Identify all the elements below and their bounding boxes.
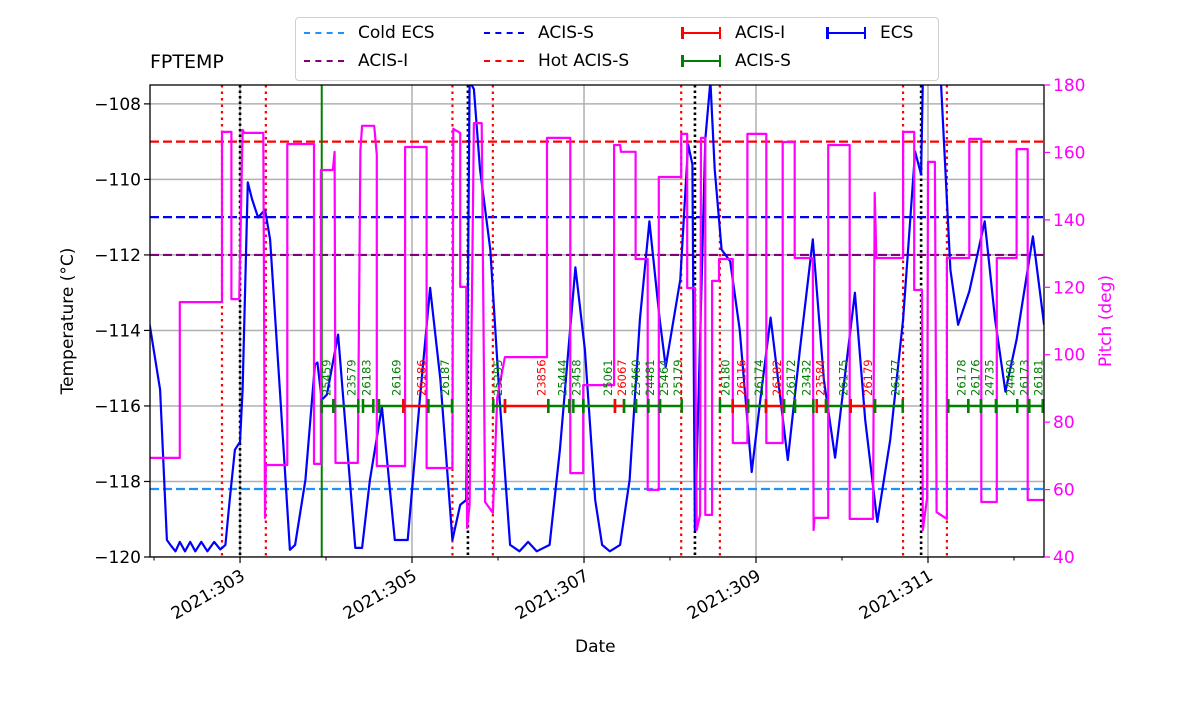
- x-tick-label: 2021:311: [856, 566, 937, 624]
- legend-label: ACIS-S: [538, 23, 594, 43]
- observation-label: 24480: [1003, 359, 1017, 396]
- y2-tick-label: 120: [1053, 278, 1085, 298]
- y-tick-label: −120: [94, 548, 141, 568]
- observation-label: 26182: [770, 359, 784, 396]
- legend: Cold ECS ACIS-I ACIS-S Hot ACIS-S ACIS-I…: [295, 17, 939, 81]
- observation-label: 26172: [784, 359, 798, 396]
- legend-marker: [484, 60, 524, 62]
- observation-label: 25464: [657, 359, 671, 396]
- legend-marker: [484, 32, 524, 34]
- legend-item-cold-ecs: Cold ECS: [304, 23, 435, 43]
- y2-tick-label: 180: [1053, 76, 1085, 96]
- legend-item-acis-s-obs: ACIS-S: [681, 51, 791, 71]
- observation-label: 23458: [569, 359, 583, 396]
- observation-label: 23584: [813, 359, 827, 396]
- legend-item-hot-acis-s: Hot ACIS-S: [484, 51, 629, 71]
- y2-tick-label: 140: [1053, 211, 1085, 231]
- x-tick-label: 2021:309: [684, 566, 765, 624]
- observation-label: 26067: [615, 359, 629, 396]
- plot-frame: [149, 84, 1045, 558]
- legend-label: ACIS-S: [735, 51, 791, 71]
- observation-label: 23856: [534, 359, 548, 396]
- y-tick-label: −110: [94, 170, 141, 190]
- x-tick-label: 2021:303: [168, 566, 249, 624]
- plot-area: [150, 85, 1044, 557]
- observation-label: 23579: [344, 359, 358, 396]
- temperature-line: [150, 85, 1044, 553]
- observation-label: 26180: [719, 359, 733, 396]
- y-tick-label: −114: [94, 321, 141, 341]
- observation-label: 26187: [438, 359, 452, 396]
- observation-label: 25459: [319, 359, 333, 396]
- y2-tick-label: 60: [1053, 481, 1075, 501]
- legend-item-acis-i-limit: ACIS-I: [304, 51, 408, 71]
- y-tick-label: −118: [94, 472, 141, 492]
- legend-item-acis-s-limit: ACIS-S: [484, 23, 594, 43]
- observation-label: 26178: [954, 359, 968, 396]
- x-axis-label: Date: [575, 637, 616, 657]
- observation-label: 25061: [601, 359, 615, 396]
- observation-label: 24481: [643, 359, 657, 396]
- y-tick-label: −112: [94, 246, 141, 266]
- y2-axis-label: Pitch (deg): [1096, 274, 1116, 368]
- x-tick-label: 2021:307: [512, 566, 593, 624]
- chart-title: FPTEMP: [150, 51, 224, 73]
- y2-tick-label: 80: [1053, 413, 1075, 433]
- legend-label: Hot ACIS-S: [538, 51, 630, 71]
- legend-item-acis-i-obs: ACIS-I: [681, 23, 785, 43]
- observation-label: 25295: [491, 359, 505, 396]
- legend-marker: [304, 32, 344, 34]
- observation-label: 26116: [734, 359, 748, 396]
- legend-marker: [681, 55, 721, 67]
- legend-marker: [681, 27, 721, 39]
- observation-label: 24735: [982, 359, 996, 396]
- observation-label: 26177: [889, 359, 903, 396]
- pitch-line: [150, 121, 1044, 532]
- observation-label: 26183: [359, 359, 373, 396]
- legend-label: ECS: [880, 23, 914, 43]
- legend-label: ACIS-I: [735, 23, 786, 43]
- observation-label: 26175: [837, 359, 851, 396]
- observation-label: 26179: [861, 359, 875, 396]
- legend-label: ACIS-I: [358, 51, 409, 71]
- observation-label: 26181: [1031, 359, 1045, 396]
- observation-label: 26173: [1017, 359, 1031, 396]
- observation-label: 23432: [799, 359, 813, 396]
- y-tick-label: −108: [94, 95, 141, 115]
- legend-marker: [826, 27, 866, 39]
- y-axis-label: Temperature (°C): [58, 247, 78, 395]
- legend-label: Cold ECS: [358, 23, 435, 43]
- y-tick-label: −116: [94, 397, 141, 417]
- observation-label: 26169: [389, 359, 403, 396]
- x-tick-label: 2021:305: [340, 566, 421, 624]
- y2-tick-label: 40: [1053, 548, 1075, 568]
- observation-label: 26176: [968, 359, 982, 396]
- observation-label: 25460: [629, 359, 643, 396]
- y2-tick-label: 160: [1053, 143, 1085, 163]
- observation-label: 26186: [414, 359, 428, 396]
- y2-tick-label: 100: [1053, 346, 1085, 366]
- observation-label: 25444: [555, 359, 569, 396]
- observation-label: 26174: [752, 359, 766, 396]
- legend-marker: [304, 60, 344, 62]
- observation-label: 25179: [671, 359, 685, 396]
- legend-item-ecs: ECS: [826, 23, 913, 43]
